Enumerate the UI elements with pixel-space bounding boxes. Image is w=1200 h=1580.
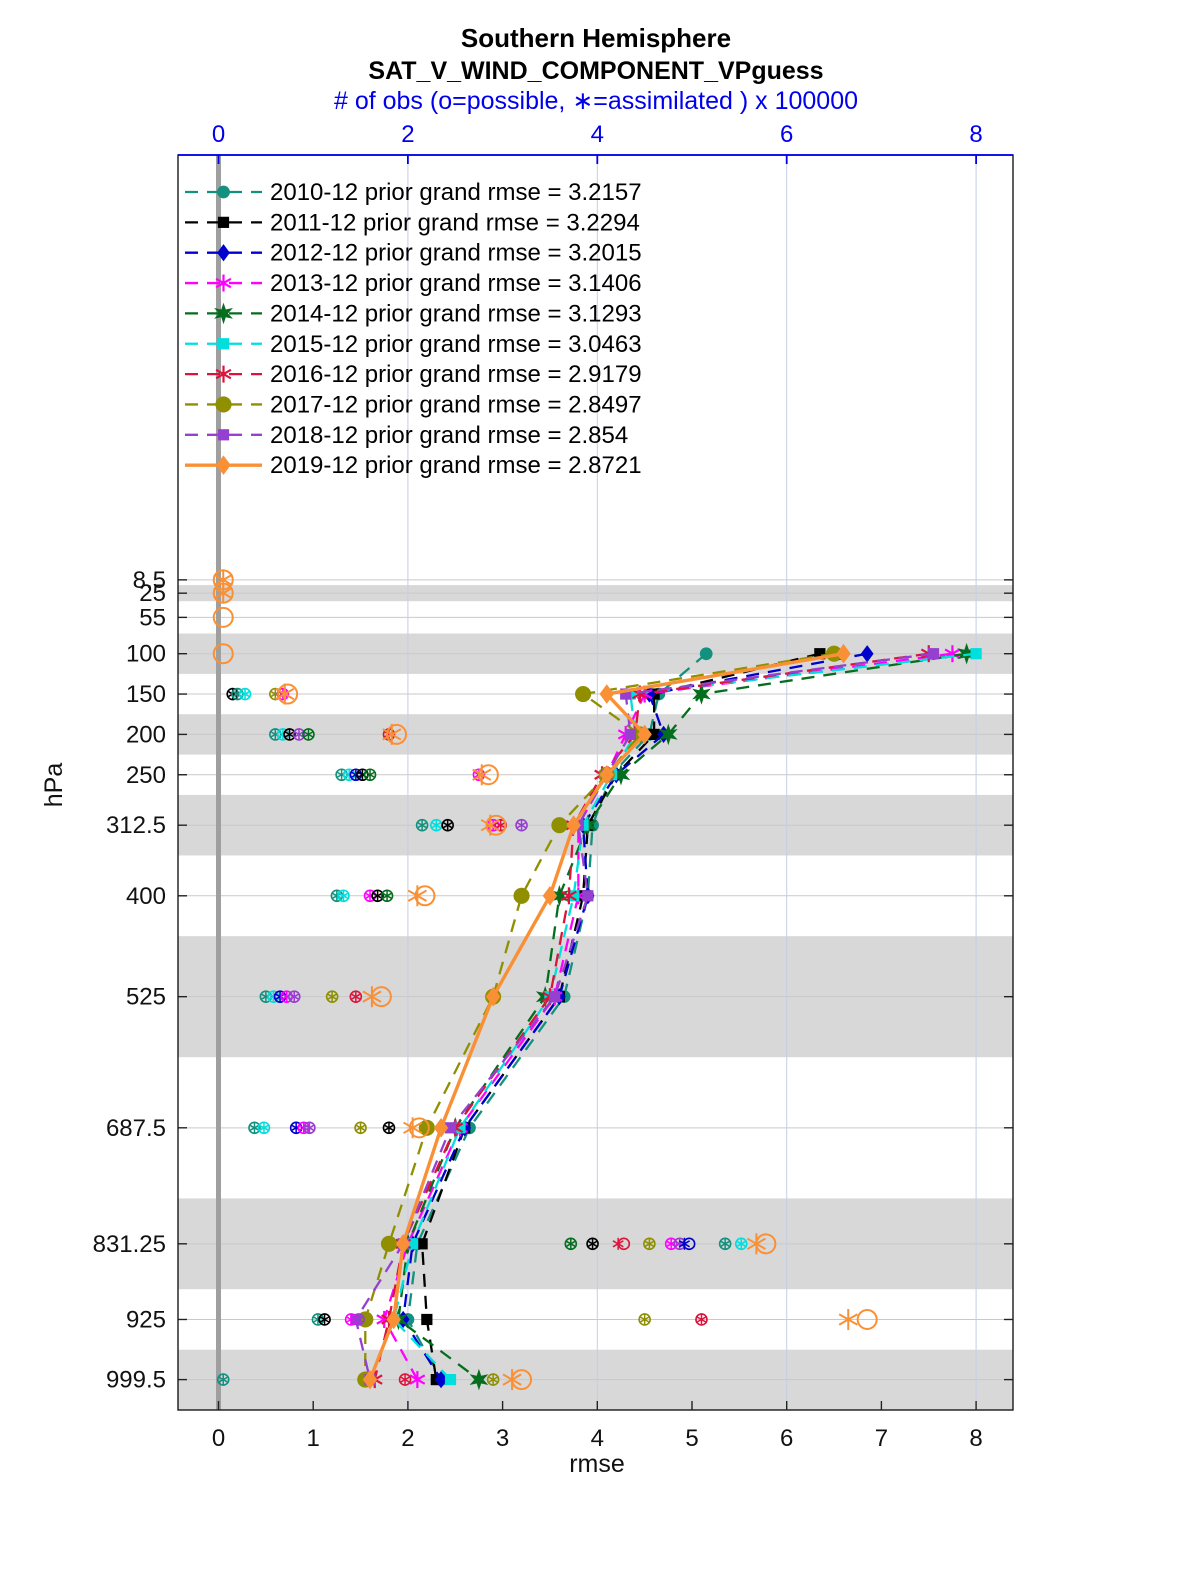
legend-label: 2012-12 prior grand rmse = 3.2015: [270, 240, 642, 267]
legend-item-2015-12: 2015-12 prior grand rmse = 3.0463: [185, 331, 642, 358]
x-tick-label: 8: [969, 1425, 982, 1452]
gridlines: [178, 155, 1013, 1410]
top-tick-label: 4: [591, 121, 604, 148]
y-axis-title: hPa: [40, 763, 68, 808]
top-tick-label: 0: [212, 121, 225, 148]
y-tick-label: 925: [126, 1306, 166, 1333]
legend-label: 2019-12 prior grand rmse = 2.8721: [270, 452, 642, 479]
x-tick-label: 0: [212, 1425, 225, 1452]
x-tick-label: 6: [780, 1425, 793, 1452]
legend-item-2014-12: 2014-12 prior grand rmse = 3.1293: [185, 300, 642, 327]
obs-count-markers: [212, 569, 878, 1391]
y-tick-label: 250: [126, 762, 166, 789]
legend-item-2016-12: 2016-12 prior grand rmse = 2.9179: [185, 361, 642, 388]
axes: 8.52555100150200250312.5400525687.5831.2…: [93, 121, 1014, 1452]
x-tick-label: 4: [591, 1425, 604, 1452]
legend-label: 2015-12 prior grand rmse = 3.0463: [270, 331, 642, 358]
top-tick-label: 2: [401, 121, 414, 148]
legend-item-2013-12: 2013-12 prior grand rmse = 3.1406: [185, 270, 642, 297]
top-tick-label: 6: [780, 121, 793, 148]
legend-item-2010-12: 2010-12 prior grand rmse = 3.2157: [185, 179, 642, 206]
page-title: Southern Hemisphere: [461, 23, 731, 53]
legend-label: 2014-12 prior grand rmse = 3.1293: [270, 300, 642, 327]
x-tick-label: 2: [401, 1425, 414, 1452]
legend-item-2018-12: 2018-12 prior grand rmse = 2.854: [185, 422, 628, 449]
legend-label: 2016-12 prior grand rmse = 2.9179: [270, 361, 642, 388]
x-tick-label: 1: [307, 1425, 320, 1452]
legend-item-2011-12: 2011-12 prior grand rmse = 3.2294: [185, 209, 640, 236]
series-2019-12: [362, 643, 851, 1390]
y-tick-label: 200: [126, 721, 166, 748]
legend-label: 2011-12 prior grand rmse = 3.2294: [270, 209, 640, 236]
y-tick-label: 831.25: [93, 1231, 166, 1258]
x-axis-title: rmse: [569, 1450, 625, 1478]
y-tick-label: 25: [139, 580, 166, 607]
legend: 2010-12 prior grand rmse = 3.2157 2011-12…: [185, 179, 642, 479]
rmse-series: [350, 642, 982, 1391]
legend-item-2012-12: 2012-12 prior grand rmse = 3.2015: [185, 240, 642, 267]
layer-bands: [178, 585, 1013, 1410]
legend-label: 2017-12 prior grand rmse = 2.8497: [270, 391, 642, 418]
y-tick-label: 55: [139, 604, 166, 631]
y-tick-label: 100: [126, 641, 166, 668]
legend-item-2017-12: 2017-12 prior grand rmse = 2.8497: [185, 391, 642, 418]
x-tick-label: 7: [875, 1425, 888, 1452]
y-tick-label: 400: [126, 883, 166, 910]
plot-render-root: 8.52555100150200250312.5400525687.5831.2…: [93, 121, 1014, 1452]
y-tick-label: 312.5: [106, 812, 166, 839]
y-tick-label: 8.5: [133, 567, 166, 594]
top-tick-label: 8: [969, 121, 982, 148]
legend-item-2019-12: 2019-12 prior grand rmse = 2.8721: [185, 452, 642, 479]
y-tick-label: 999.5: [106, 1367, 166, 1394]
y-tick-label: 525: [126, 984, 166, 1011]
y-tick-label: 687.5: [106, 1115, 166, 1142]
y-tick-label: 150: [126, 681, 166, 708]
legend-label: 2013-12 prior grand rmse = 3.1406: [270, 270, 642, 297]
x-tick-label: 3: [496, 1425, 509, 1452]
x-tick-label: 5: [685, 1425, 698, 1452]
top-axis-title: # of obs (o=possible, ∗=assimilated ) x …: [334, 87, 858, 115]
legend-label: 2010-12 prior grand rmse = 3.2157: [270, 179, 642, 206]
chart-subtitle: SAT_V_WIND_COMPONENT_VPguess: [368, 57, 823, 85]
legend-label: 2018-12 prior grand rmse = 2.854: [270, 422, 628, 449]
